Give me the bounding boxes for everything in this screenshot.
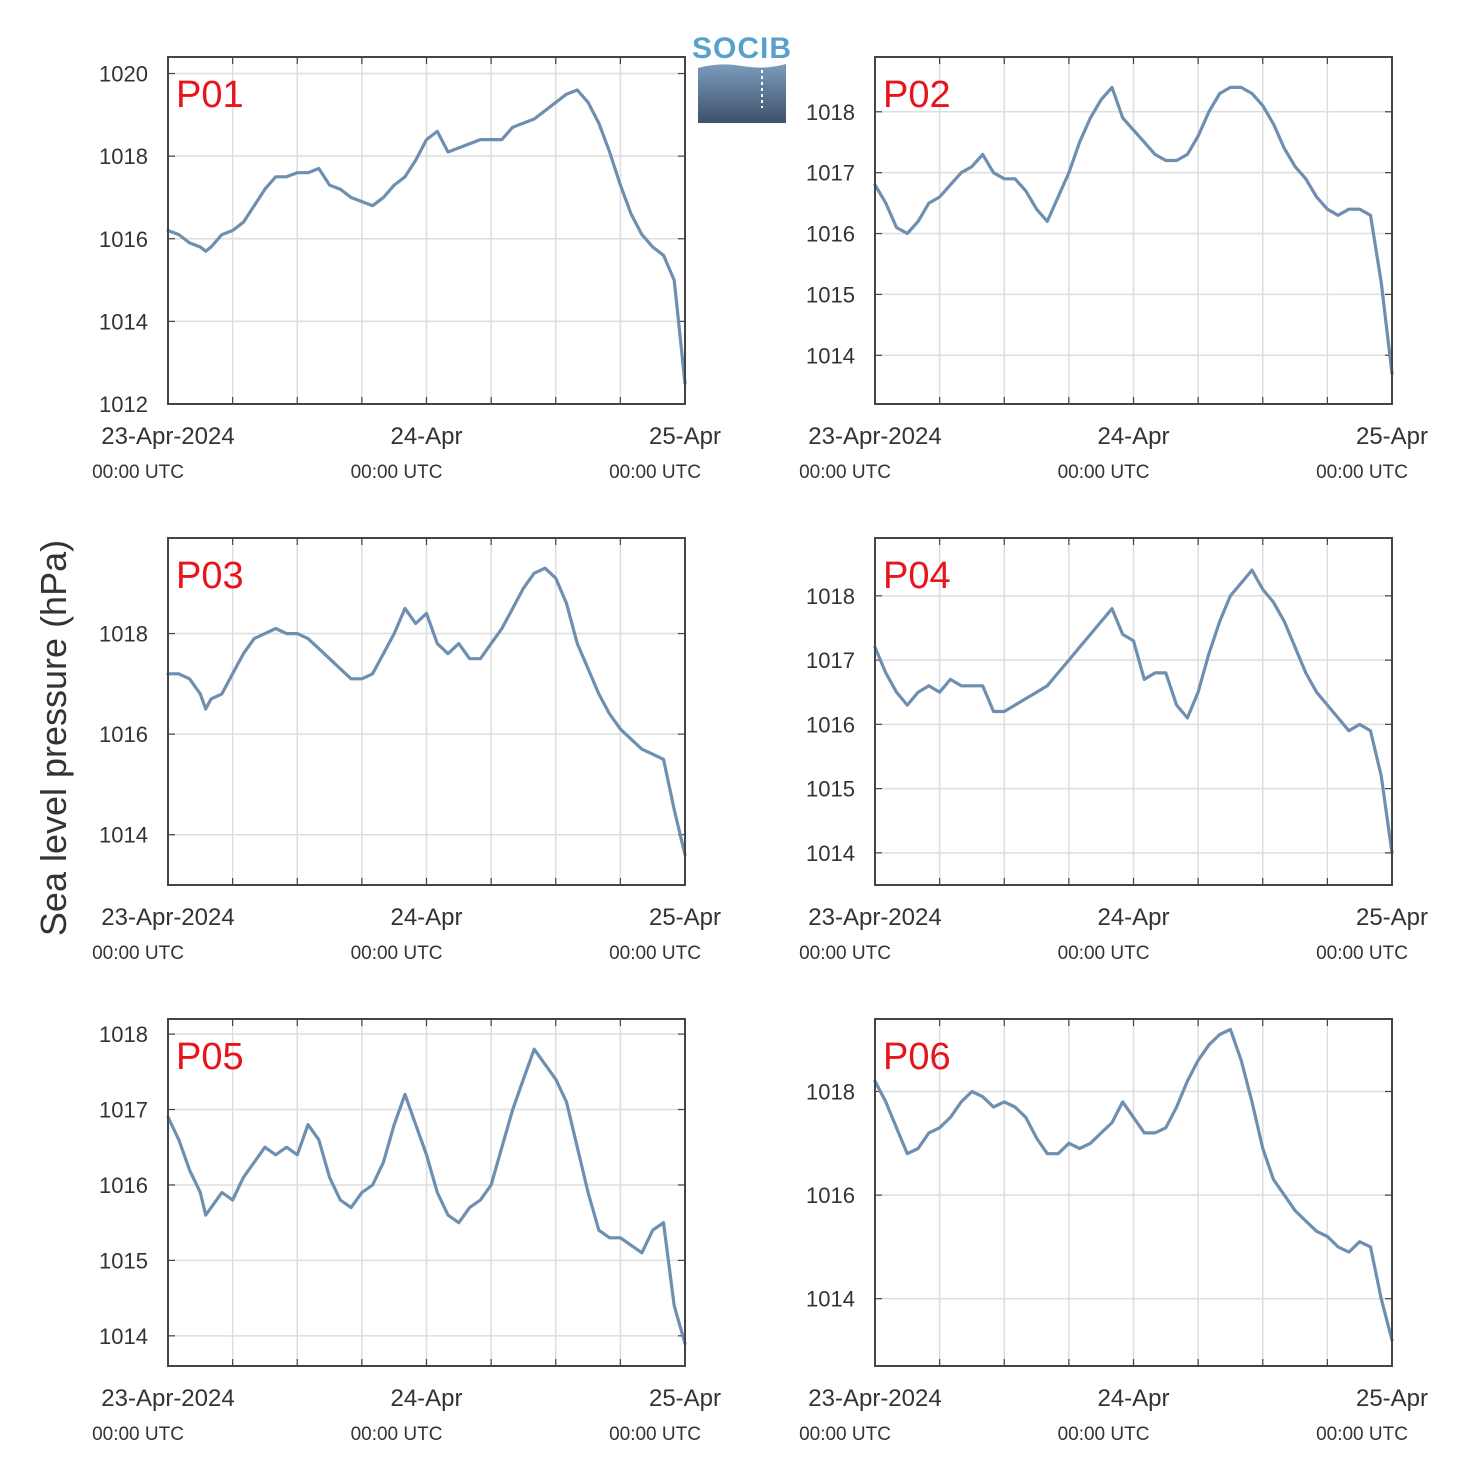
x-tick-sublabel: 00:00 UTC: [1316, 943, 1408, 964]
x-tick-sublabel: 00:00 UTC: [1316, 462, 1408, 483]
x-tick-label: 25-Apr: [1356, 423, 1428, 450]
y-tick-label: 1015: [806, 282, 855, 307]
x-tick-sublabel: 00:00 UTC: [92, 1424, 184, 1445]
x-tick-sublabel: 00:00 UTC: [799, 943, 891, 964]
x-tick-sublabel: 00:00 UTC: [1316, 1424, 1408, 1445]
x-tick-sublabel: 00:00 UTC: [92, 462, 184, 483]
plot-frame: [167, 537, 686, 886]
x-tick-label: 25-Apr: [649, 1385, 721, 1412]
y-tick-label: 1020: [99, 62, 148, 87]
panel-label: P06: [883, 1036, 951, 1078]
plot-frame: [167, 1018, 686, 1367]
y-tick-label: 1018: [99, 144, 148, 169]
series-line-p05: [166, 1047, 687, 1346]
series-line-p06: [873, 1027, 1394, 1342]
panel-label: P03: [176, 555, 244, 597]
y-tick-label: 1018: [806, 584, 855, 609]
plot-frame: [874, 56, 1393, 405]
x-tick-sublabel: 00:00 UTC: [609, 462, 701, 483]
panel-p02: 1014 1015 1016 1017 1018 P02 23-Apr-2024 00:00 …: [799, 56, 1428, 483]
x-tick-label: 23-Apr-2024: [808, 423, 941, 450]
y-tick-label: 1015: [806, 777, 855, 802]
plot-frame: [167, 56, 686, 405]
x-tick-sublabel: 00:00 UTC: [609, 943, 701, 964]
x-tick-label: 23-Apr-2024: [808, 1385, 941, 1412]
x-tick-sublabel: 00:00 UTC: [1058, 462, 1150, 483]
y-tick-label: 1014: [99, 1324, 148, 1349]
y-tick-label: 1017: [806, 161, 855, 186]
panel-p06: 1014 1016 1018 P06 23-Apr-2024 00:00 UTC 24-Ap…: [799, 1018, 1428, 1445]
logo-wave: [698, 64, 786, 123]
y-tick-label: 1016: [99, 1173, 148, 1198]
y-tick-label: 1014: [806, 343, 855, 368]
y-tick-label: 1016: [806, 712, 855, 737]
panel-label: P01: [176, 74, 244, 116]
panel-p01: 1012 1014 1016 1018 1020 P01 23-Apr-2024 00:00 …: [92, 56, 721, 483]
y-tick-label: 1015: [99, 1248, 148, 1273]
y-tick-label: 1014: [806, 841, 855, 866]
y-tick-label: 1018: [99, 622, 148, 647]
series-line-p01: [166, 88, 687, 385]
logo-text: SOCIB: [692, 32, 792, 65]
panel-label: P05: [176, 1036, 244, 1078]
x-tick-sublabel: 00:00 UTC: [799, 462, 891, 483]
series-line-p04: [873, 568, 1394, 855]
x-tick-label: 24-Apr: [1097, 1385, 1169, 1412]
x-tick-sublabel: 00:00 UTC: [609, 1424, 701, 1445]
x-tick-label: 25-Apr: [649, 904, 721, 931]
y-tick-label: 1014: [806, 1287, 855, 1312]
panel-label: P04: [883, 555, 951, 597]
panel-p03: 1014 1016 1018 P03 23-Apr-2024 00:00 UTC 24-Ap…: [92, 537, 721, 964]
x-tick-sublabel: 00:00 UTC: [92, 943, 184, 964]
plot-frame: [874, 537, 1393, 886]
series-line-p03: [166, 566, 687, 857]
y-axis-label: Sea level pressure (hPa): [33, 540, 74, 936]
y-tick-label: 1018: [806, 1080, 855, 1105]
y-tick-label: 1016: [806, 222, 855, 247]
x-tick-label: 24-Apr: [390, 423, 462, 450]
x-tick-label: 24-Apr: [390, 1385, 462, 1412]
x-tick-sublabel: 00:00 UTC: [351, 462, 443, 483]
x-tick-label: 23-Apr-2024: [101, 423, 234, 450]
x-tick-label: 23-Apr-2024: [101, 1385, 234, 1412]
x-tick-sublabel: 00:00 UTC: [351, 1424, 443, 1445]
x-tick-label: 25-Apr: [649, 423, 721, 450]
x-tick-sublabel: 00:00 UTC: [351, 943, 443, 964]
x-tick-label: 23-Apr-2024: [101, 904, 234, 931]
x-tick-label: 24-Apr: [1097, 904, 1169, 931]
series-line-p02: [873, 85, 1394, 376]
y-tick-label: 1018: [99, 1022, 148, 1047]
y-tick-label: 1017: [99, 1098, 148, 1123]
x-tick-label: 23-Apr-2024: [808, 904, 941, 931]
x-tick-sublabel: 00:00 UTC: [799, 1424, 891, 1445]
x-tick-label: 24-Apr: [1097, 423, 1169, 450]
y-tick-label: 1014: [99, 823, 148, 848]
y-tick-label: 1012: [99, 392, 148, 417]
x-tick-label: 25-Apr: [1356, 904, 1428, 931]
plot-frame: [874, 1018, 1393, 1367]
x-tick-sublabel: 00:00 UTC: [1058, 1424, 1150, 1445]
panel-p05: 1014 1015 1016 1017 1018 P05 23-Apr-2024 00:00 …: [92, 1018, 721, 1445]
y-tick-label: 1017: [806, 648, 855, 673]
y-tick-label: 1016: [99, 227, 148, 252]
socib-logo: SOCIB: [692, 32, 792, 123]
y-tick-label: 1016: [99, 722, 148, 747]
y-tick-label: 1016: [806, 1183, 855, 1208]
x-tick-sublabel: 00:00 UTC: [1058, 943, 1150, 964]
y-tick-label: 1018: [806, 100, 855, 125]
panel-label: P02: [883, 74, 951, 116]
x-tick-label: 25-Apr: [1356, 1385, 1428, 1412]
y-tick-label: 1014: [99, 309, 148, 334]
x-tick-label: 24-Apr: [390, 904, 462, 931]
panel-p04: 1014 1015 1016 1017 1018 P04 23-Apr-2024 00:00 …: [799, 537, 1428, 964]
